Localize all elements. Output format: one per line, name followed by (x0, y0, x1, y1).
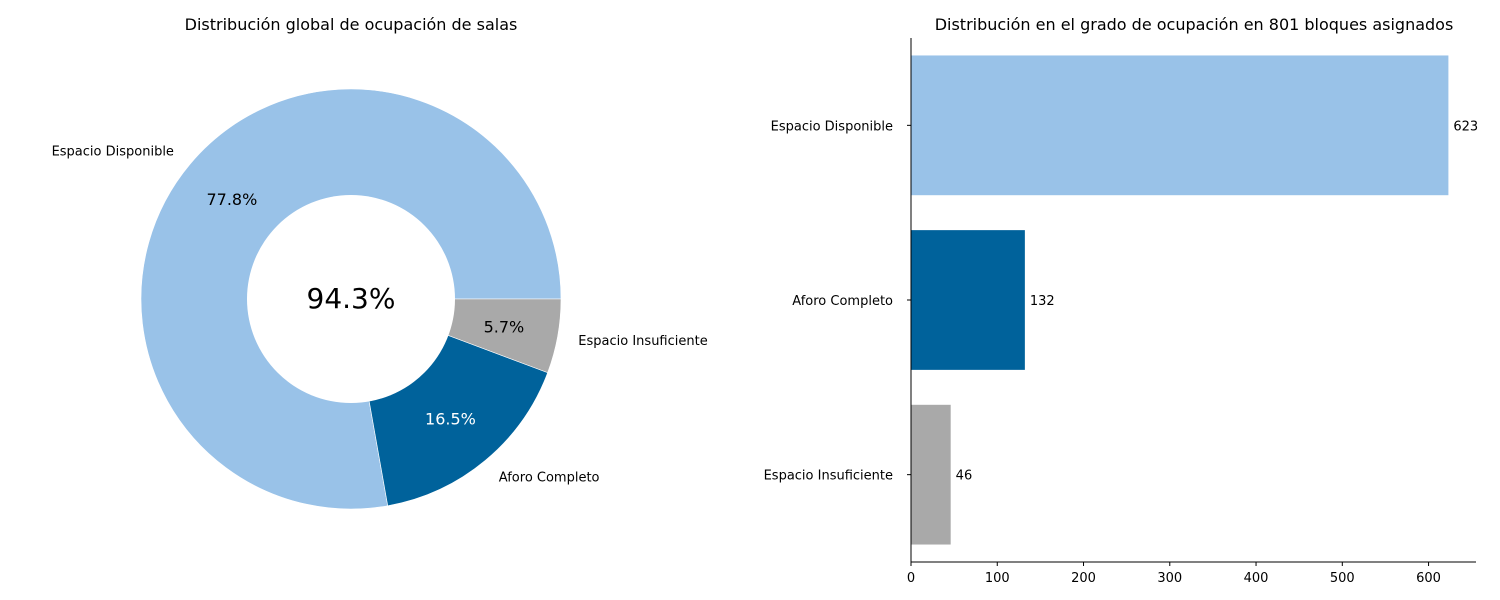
x-tick-label: 400 (1244, 571, 1269, 586)
x-tick-label: 200 (1071, 571, 1096, 586)
slice-percent-espacio-insuficiente: 5.7% (484, 318, 525, 337)
x-tick-label: 600 (1416, 571, 1441, 586)
slice-label-aforo-completo: Aforo Completo (499, 471, 600, 486)
slice-percent-espacio-disponible: 77.8% (206, 190, 257, 209)
bar-aforo-completo (911, 230, 1025, 370)
slice-percent-aforo-completo: 16.5% (425, 409, 476, 428)
x-axis-ticks: 0 100 200 300 400 500 600 (907, 562, 1441, 586)
slice-label-espacio-insuficiente: Espacio Insuficiente (578, 334, 707, 349)
x-tick-label: 0 (907, 571, 915, 586)
x-tick-label: 100 (985, 571, 1010, 586)
x-tick-label: 300 (1157, 571, 1182, 586)
donut-hole (247, 195, 455, 403)
donut-title: Distribución global de ocupación de sala… (185, 15, 518, 34)
bars: Espacio Disponible 623 Aforo Completo 132 Es… (764, 55, 1478, 545)
x-tick-label: 500 (1330, 571, 1355, 586)
donut-chart: Distribución global de ocupación de sala… (52, 15, 708, 510)
donut-center-label: 94.3% (307, 282, 396, 315)
pie-slice-espacio-disponible (140, 88, 562, 510)
bar-chart: Distribución en el grado de ocupación en… (764, 15, 1479, 586)
value-label-espacio-insuficiente: 46 (956, 469, 973, 484)
category-label-espacio-insuficiente: Espacio Insuficiente (764, 469, 893, 484)
category-label-aforo-completo: Aforo Completo (792, 294, 893, 309)
bar-espacio-insuficiente (911, 404, 951, 545)
value-label-aforo-completo: 132 (1030, 294, 1055, 309)
bar-title: Distribución en el grado de ocupación en… (935, 15, 1454, 34)
category-label-espacio-disponible: Espacio Disponible (771, 119, 893, 134)
slice-label-espacio-disponible: Espacio Disponible (52, 145, 174, 160)
bar-espacio-disponible (911, 55, 1449, 196)
value-label-espacio-disponible: 623 (1453, 119, 1478, 134)
